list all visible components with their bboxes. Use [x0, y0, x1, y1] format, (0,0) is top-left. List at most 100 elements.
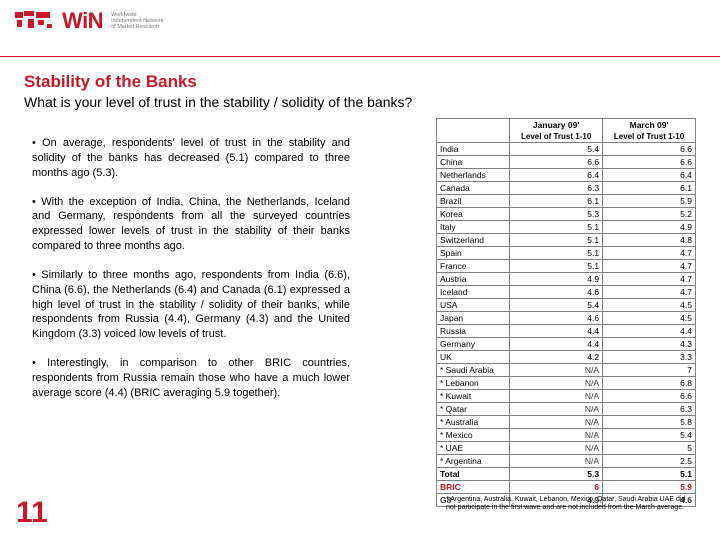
mar-cell: 5.9 — [603, 195, 696, 208]
mar-cell: 4.8 — [603, 234, 696, 247]
page-number: 11 — [16, 496, 48, 530]
jan-cell: 5.1 — [510, 260, 603, 273]
mar-cell: 4.7 — [603, 260, 696, 273]
th-mar: March 09' — [603, 119, 696, 132]
mar-cell: 4.7 — [603, 273, 696, 286]
body-paragraphs: • On average, respondents' level of trus… — [32, 136, 350, 415]
jan-cell: 5.4 — [510, 299, 603, 312]
country-cell: Japan — [437, 312, 510, 325]
country-cell: Austria — [437, 273, 510, 286]
table-row: * Saudi ArabiaN/A7 — [437, 364, 696, 377]
logo: WiN Worldwide Independent Network of Mar… — [14, 8, 163, 34]
country-cell: BRIC — [437, 481, 510, 494]
paragraph: • Similarly to three months ago, respond… — [32, 268, 350, 342]
mar-cell: 6.6 — [603, 390, 696, 403]
table-row: * ArgentinaN/A2.5 — [437, 455, 696, 468]
country-cell: Total — [437, 468, 510, 481]
mar-cell: 2.5 — [603, 455, 696, 468]
country-cell: USA — [437, 299, 510, 312]
mar-cell: 5.9 — [603, 481, 696, 494]
table-row: India5.46.6 — [437, 143, 696, 156]
country-cell: Canada — [437, 182, 510, 195]
table-row: China6.66.6 — [437, 156, 696, 169]
country-cell: Germany — [437, 338, 510, 351]
country-cell: * Saudi Arabia — [437, 364, 510, 377]
table-row: Netherlands6.46.4 — [437, 169, 696, 182]
mar-cell: 4.3 — [603, 338, 696, 351]
jan-cell: 4.4 — [510, 338, 603, 351]
th-jan-sub: Level of Trust 1-10 — [510, 131, 603, 143]
world-map-icon — [14, 10, 56, 32]
country-cell: * Argentina — [437, 455, 510, 468]
jan-cell: N/A — [510, 429, 603, 442]
mar-cell: 6.4 — [603, 169, 696, 182]
country-cell: * Australia — [437, 416, 510, 429]
table-footnote: * Argentina, Australia, Kuwait, Lebanon,… — [446, 496, 696, 512]
table-row: Iceland4.64.7 — [437, 286, 696, 299]
mar-cell: 6.8 — [603, 377, 696, 390]
table-row: * KuwaitN/A6.6 — [437, 390, 696, 403]
jan-cell: N/A — [510, 403, 603, 416]
country-cell: Russia — [437, 325, 510, 338]
mar-cell: 5 — [603, 442, 696, 455]
jan-cell: 4.6 — [510, 312, 603, 325]
jan-cell: N/A — [510, 455, 603, 468]
country-cell: Korea — [437, 208, 510, 221]
mar-cell: 5.4 — [603, 429, 696, 442]
country-cell: Spain — [437, 247, 510, 260]
mar-cell: 4.5 — [603, 299, 696, 312]
table-row: * LebanonN/A6.8 — [437, 377, 696, 390]
jan-cell: N/A — [510, 442, 603, 455]
country-cell: Switzerland — [437, 234, 510, 247]
country-cell: Italy — [437, 221, 510, 234]
jan-cell: 5.1 — [510, 247, 603, 260]
jan-cell: N/A — [510, 377, 603, 390]
paragraph: • On average, respondents' level of trus… — [32, 136, 350, 181]
country-cell: * Lebanon — [437, 377, 510, 390]
table-row: Russia4.44.4 — [437, 325, 696, 338]
table-row: France5.14.7 — [437, 260, 696, 273]
table-row: Germany4.44.3 — [437, 338, 696, 351]
country-cell: UK — [437, 351, 510, 364]
mar-cell: 7 — [603, 364, 696, 377]
jan-cell: 4.2 — [510, 351, 603, 364]
table-row: * AustraliaN/A5.8 — [437, 416, 696, 429]
country-cell: Brazil — [437, 195, 510, 208]
jan-cell: 5.1 — [510, 234, 603, 247]
table-row: * MexicoN/A5.4 — [437, 429, 696, 442]
table-row: Japan4.64.5 — [437, 312, 696, 325]
mar-cell: 5.8 — [603, 416, 696, 429]
paragraph: • With the exception of India, China, th… — [32, 195, 350, 254]
jan-cell: 6.3 — [510, 182, 603, 195]
mar-cell: 4.9 — [603, 221, 696, 234]
th-mar-sub: Level of Trust 1-10 — [603, 131, 696, 143]
jan-cell: 5.3 — [510, 468, 603, 481]
table-row-total: Total5.35.1 — [437, 468, 696, 481]
th-country — [437, 119, 510, 143]
page-title: Stability of the Banks — [24, 72, 197, 92]
table-row: Italy5.14.9 — [437, 221, 696, 234]
mar-cell: 6.6 — [603, 156, 696, 169]
table-row: Korea5.35.2 — [437, 208, 696, 221]
jan-cell: N/A — [510, 364, 603, 377]
mar-cell: 5.2 — [603, 208, 696, 221]
trust-table: January 09' March 09' Level of Trust 1-1… — [436, 118, 696, 507]
logo-subtext: Worldwide Independent Network of Market … — [111, 12, 163, 30]
mar-cell: 6.1 — [603, 182, 696, 195]
jan-cell: 6.4 — [510, 169, 603, 182]
jan-cell: N/A — [510, 390, 603, 403]
table-row: Brazil6.15.9 — [437, 195, 696, 208]
th-jan: January 09' — [510, 119, 603, 132]
country-cell: India — [437, 143, 510, 156]
mar-cell: 4.4 — [603, 325, 696, 338]
table-row: Austria4.94.7 — [437, 273, 696, 286]
table-row: USA5.44.5 — [437, 299, 696, 312]
country-cell: * Mexico — [437, 429, 510, 442]
mar-cell: 6.6 — [603, 143, 696, 156]
jan-cell: 5.4 — [510, 143, 603, 156]
jan-cell: 5.3 — [510, 208, 603, 221]
logo-text: WiN — [62, 11, 103, 33]
country-cell: China — [437, 156, 510, 169]
country-cell: * Kuwait — [437, 390, 510, 403]
page-subtitle: What is your level of trust in the stabi… — [24, 94, 412, 110]
